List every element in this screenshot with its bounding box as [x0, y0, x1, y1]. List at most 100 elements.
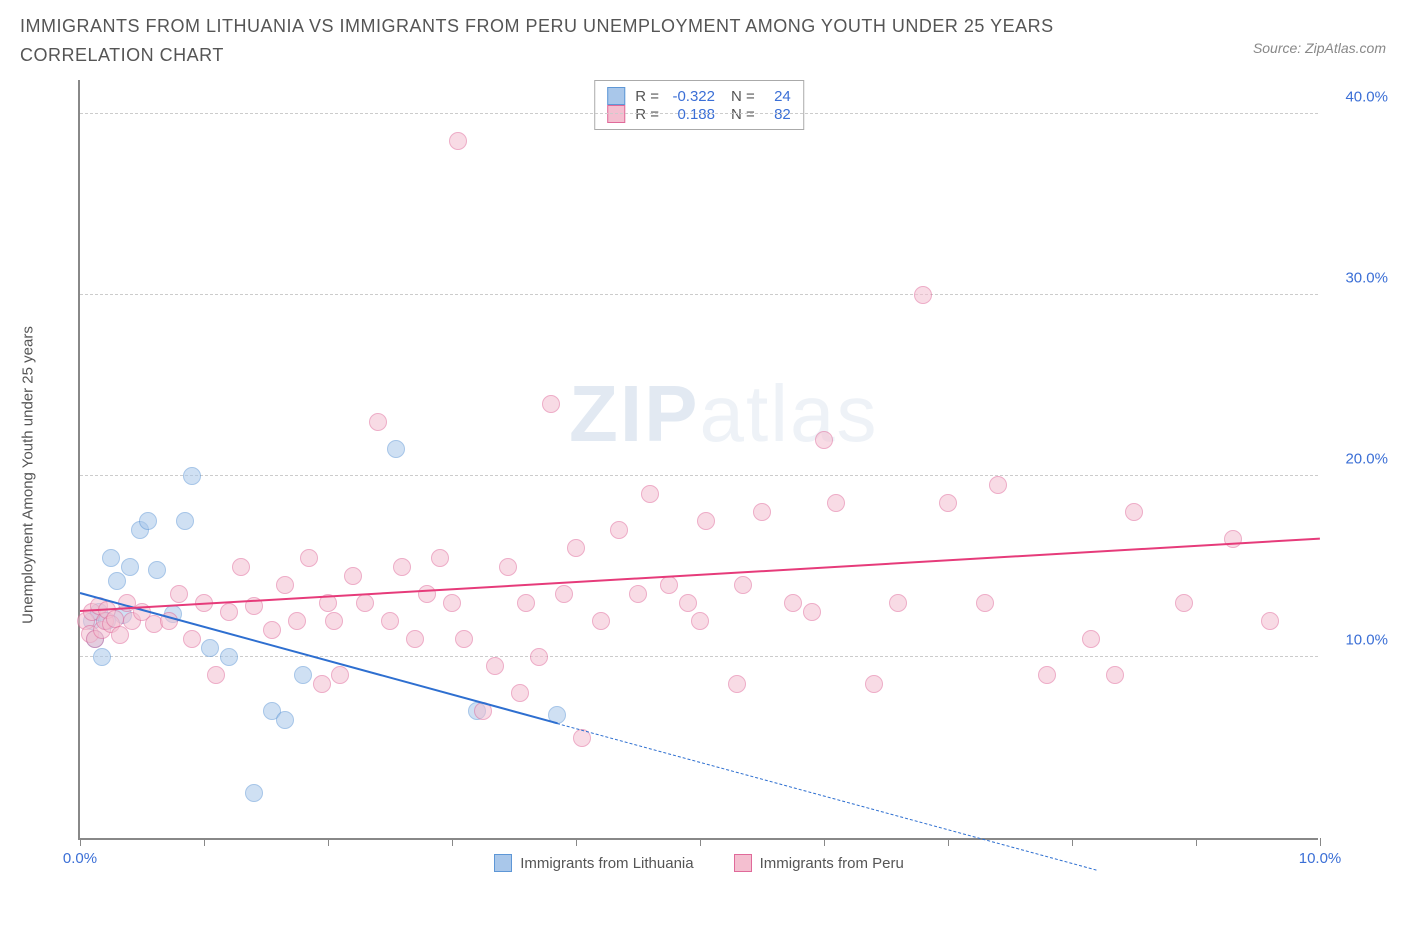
data-point-peru: [530, 648, 548, 666]
legend-item-peru: Immigrants from Peru: [734, 854, 904, 872]
legend-label: Immigrants from Lithuania: [520, 855, 693, 872]
legend-label: Immigrants from Peru: [760, 855, 904, 872]
legend-swatch: [494, 854, 512, 872]
x-tick: [80, 838, 81, 846]
header: IMMIGRANTS FROM LITHUANIA VS IMMIGRANTS …: [0, 0, 1406, 70]
stats-values: R =-0.322N =24: [635, 88, 791, 105]
data-point-peru: [511, 684, 529, 702]
data-point-peru: [1106, 666, 1124, 684]
data-point-peru: [313, 675, 331, 693]
x-tick-label: 0.0%: [63, 850, 97, 867]
data-point-peru: [418, 585, 436, 603]
data-point-peru: [381, 612, 399, 630]
data-point-lithuania: [220, 648, 238, 666]
x-tick: [1072, 838, 1073, 846]
data-point-lithuania: [294, 666, 312, 684]
data-point-peru: [183, 630, 201, 648]
data-point-peru: [679, 594, 697, 612]
data-point-lithuania: [121, 558, 139, 576]
data-point-peru: [1224, 530, 1242, 548]
x-tick: [1196, 838, 1197, 846]
data-point-lithuania: [387, 440, 405, 458]
data-point-peru: [1038, 666, 1056, 684]
y-tick-label: 30.0%: [1328, 270, 1388, 287]
data-point-peru: [276, 576, 294, 594]
gridline-h: [80, 656, 1318, 657]
trend-line: [557, 723, 1097, 871]
data-point-peru: [660, 576, 678, 594]
data-point-peru: [369, 413, 387, 431]
data-point-peru: [889, 594, 907, 612]
trend-line: [80, 537, 1320, 611]
data-point-peru: [344, 567, 362, 585]
chart-container: Unemployment Among Youth under 25 years …: [58, 80, 1388, 870]
data-point-peru: [325, 612, 343, 630]
y-axis-title: Unemployment Among Youth under 25 years: [20, 326, 37, 624]
data-point-lithuania: [183, 467, 201, 485]
plot-area: ZIPatlas R =-0.322N =24R =0.188N =82 Imm…: [78, 80, 1318, 840]
data-point-peru: [111, 626, 129, 644]
data-point-peru: [567, 539, 585, 557]
data-point-peru: [220, 603, 238, 621]
watermark-text-b: atlas: [699, 369, 878, 458]
data-point-peru: [517, 594, 535, 612]
data-point-peru: [728, 675, 746, 693]
data-point-lithuania: [245, 784, 263, 802]
data-point-peru: [300, 549, 318, 567]
watermark: ZIPatlas: [569, 368, 878, 460]
data-point-peru: [1082, 630, 1100, 648]
data-point-peru: [865, 675, 883, 693]
data-point-peru: [815, 431, 833, 449]
data-point-lithuania: [93, 648, 111, 666]
x-tick: [204, 838, 205, 846]
data-point-peru: [914, 286, 932, 304]
gridline-h: [80, 294, 1318, 295]
y-tick-label: 20.0%: [1328, 451, 1388, 468]
data-point-peru: [641, 485, 659, 503]
gridline-h: [80, 475, 1318, 476]
series-legend: Immigrants from Lithuania Immigrants from…: [80, 854, 1318, 872]
data-point-lithuania: [276, 711, 294, 729]
data-point-peru: [555, 585, 573, 603]
data-point-peru: [542, 395, 560, 413]
stats-row-lithuania: R =-0.322N =24: [607, 87, 791, 105]
data-point-lithuania: [201, 639, 219, 657]
data-point-peru: [753, 503, 771, 521]
data-point-peru: [827, 494, 845, 512]
data-point-lithuania: [139, 512, 157, 530]
data-point-peru: [697, 512, 715, 530]
data-point-peru: [486, 657, 504, 675]
data-point-peru: [499, 558, 517, 576]
data-point-peru: [592, 612, 610, 630]
data-point-peru: [455, 630, 473, 648]
x-tick: [452, 838, 453, 846]
data-point-peru: [629, 585, 647, 603]
n-label: N =: [731, 88, 755, 105]
x-tick: [824, 838, 825, 846]
correlation-stats-box: R =-0.322N =24R =0.188N =82: [594, 80, 804, 130]
x-tick-label: 10.0%: [1299, 850, 1342, 867]
legend-swatch: [607, 87, 625, 105]
data-point-peru: [170, 585, 188, 603]
data-point-peru: [691, 612, 709, 630]
data-point-peru: [106, 610, 124, 628]
data-point-peru: [1125, 503, 1143, 521]
data-point-peru: [734, 576, 752, 594]
data-point-peru: [449, 132, 467, 150]
data-point-lithuania: [108, 572, 126, 590]
y-tick-label: 40.0%: [1328, 89, 1388, 106]
r-label: R =: [635, 88, 659, 105]
x-tick: [576, 838, 577, 846]
data-point-peru: [610, 521, 628, 539]
x-tick: [700, 838, 701, 846]
data-point-peru: [989, 476, 1007, 494]
r-value: -0.322: [665, 88, 715, 105]
data-point-peru: [803, 603, 821, 621]
data-point-peru: [356, 594, 374, 612]
data-point-peru: [939, 494, 957, 512]
data-point-peru: [431, 549, 449, 567]
data-point-peru: [443, 594, 461, 612]
data-point-peru: [784, 594, 802, 612]
data-point-peru: [1261, 612, 1279, 630]
x-tick: [328, 838, 329, 846]
